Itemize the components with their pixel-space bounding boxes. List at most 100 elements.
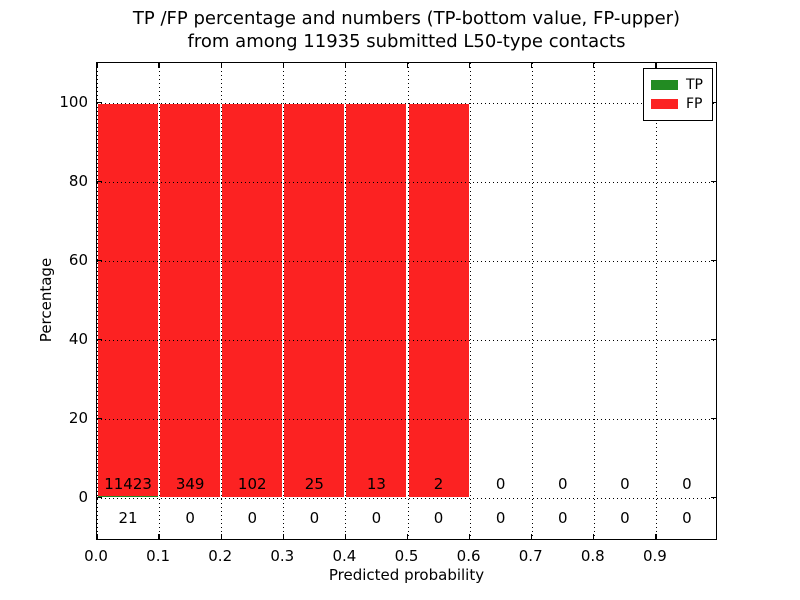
fp-count-label: 0 xyxy=(682,475,692,494)
legend: TP FP xyxy=(643,68,713,121)
bar xyxy=(221,102,284,498)
fp-count-label: 0 xyxy=(495,475,506,494)
y-tick-mark xyxy=(97,101,102,104)
tp-count-label: 0 xyxy=(309,509,320,528)
tp-color-swatch xyxy=(651,80,678,90)
gridline-vertical xyxy=(159,63,161,539)
x-tick-mark xyxy=(344,63,347,68)
fp-count-label: 25 xyxy=(304,475,324,494)
gridline-horizontal xyxy=(97,418,716,420)
gridline-horizontal xyxy=(97,102,716,104)
x-tick-mark xyxy=(158,534,160,539)
tp-count-label: 0 xyxy=(247,509,258,528)
fp-count-label: 0 xyxy=(557,475,568,494)
y-tick-mark xyxy=(711,496,716,499)
x-tick-mark xyxy=(655,63,657,68)
x-tick-mark xyxy=(96,63,98,68)
x-tick-mark xyxy=(593,534,595,539)
tp-count-label: 0 xyxy=(185,509,195,528)
y-tick-label: 0 xyxy=(78,487,88,506)
x-tick-label: 0.3 xyxy=(270,547,295,565)
x-tick-mark xyxy=(282,63,284,68)
fp-count-label: 11423 xyxy=(104,475,152,494)
legend-item-fp: FP xyxy=(651,96,703,112)
x-tick-label: 0.8 xyxy=(580,547,605,565)
gridline-vertical xyxy=(345,63,347,539)
grid-layer xyxy=(97,63,716,539)
gridline-vertical xyxy=(655,63,657,539)
gridline-horizontal xyxy=(97,181,716,183)
gridline-vertical xyxy=(469,63,471,539)
x-tick-mark xyxy=(220,534,222,539)
gridline-vertical xyxy=(283,63,285,539)
y-tick-label: 100 xyxy=(59,92,88,111)
plot-area: 11423 21 349 0 102 0 25 0 13 0 2 0 0 0 0 0 0 0 0 0 TP FP xyxy=(96,62,717,540)
fp-count-label: 13 xyxy=(366,475,386,494)
y-tick-label: 60 xyxy=(68,250,88,269)
y-tick-mark xyxy=(711,417,716,420)
gridline-vertical xyxy=(221,63,223,539)
x-tick-label: 0.7 xyxy=(518,547,543,565)
gridline-vertical xyxy=(531,63,533,539)
y-tick-label: 80 xyxy=(68,171,88,190)
x-axis-label: Predicted probability xyxy=(328,566,485,584)
x-tick-label: 0.5 xyxy=(394,547,419,565)
tp-count-label: 0 xyxy=(557,509,568,528)
bar-tp-segment xyxy=(98,495,159,497)
x-tick-label: 0.6 xyxy=(456,547,481,565)
x-tick-mark xyxy=(158,63,160,68)
tp-count-label: 0 xyxy=(620,509,630,528)
tp-count-label: 0 xyxy=(433,509,444,528)
annotations-layer: 11423 21 349 0 102 0 25 0 13 0 2 0 0 0 0 0 0 0 0 0 xyxy=(97,63,716,539)
gridline-horizontal xyxy=(97,339,716,341)
x-tick-mark xyxy=(406,63,409,68)
bar xyxy=(159,102,222,498)
gridline-horizontal xyxy=(97,260,716,262)
chart-title-line2: from among 11935 submitted L50-type cont… xyxy=(187,31,626,52)
x-tick-label: 0.4 xyxy=(332,547,357,565)
chart-title-line1: TP /FP percentage and numbers (TP-bottom… xyxy=(132,8,681,29)
tp-count-label: 0 xyxy=(371,509,382,528)
x-tick-label: 0.1 xyxy=(146,547,171,565)
x-tick-mark xyxy=(344,534,347,539)
fp-count-label: 349 xyxy=(175,475,205,494)
y-tick-label: 40 xyxy=(68,329,88,348)
x-tick-label: 0.2 xyxy=(208,547,233,565)
y-tick-mark xyxy=(97,259,102,262)
gridline-vertical xyxy=(97,63,98,539)
y-tick-mark xyxy=(711,180,716,183)
y-tick-mark xyxy=(97,338,102,341)
y-tick-mark xyxy=(97,496,102,499)
tp-count-label: 0 xyxy=(682,509,692,528)
x-tick-mark xyxy=(406,534,409,539)
x-tick-mark xyxy=(220,63,222,68)
x-tick-label: 0.0 xyxy=(84,547,108,565)
y-tick-label: 20 xyxy=(68,408,88,427)
y-tick-mark xyxy=(711,259,716,262)
x-tick-mark xyxy=(531,534,533,539)
chart-title: TP /FP percentage and numbers (TP-bottom… xyxy=(96,7,717,53)
gridline-vertical xyxy=(407,63,409,539)
tp-count-label: 0 xyxy=(495,509,506,528)
fp-color-swatch xyxy=(651,99,678,109)
legend-label-tp: TP xyxy=(686,77,703,93)
x-tick-mark xyxy=(282,534,284,539)
y-tick-mark xyxy=(97,417,102,420)
bars-layer xyxy=(97,63,716,539)
gridline-vertical xyxy=(593,63,595,539)
y-tick-mark xyxy=(711,338,716,341)
x-tick-mark xyxy=(655,534,657,539)
ticks-layer xyxy=(96,63,716,539)
fp-count-label: 2 xyxy=(433,475,444,494)
legend-label-fp: FP xyxy=(686,96,703,112)
gridline-horizontal xyxy=(97,497,716,499)
y-tick-mark xyxy=(97,180,102,183)
legend-item-tp: TP xyxy=(651,77,703,93)
fp-count-label: 0 xyxy=(620,475,630,494)
x-tick-label: 0.9 xyxy=(642,547,667,565)
fp-count-label: 102 xyxy=(237,475,267,494)
x-tick-mark xyxy=(468,534,471,539)
x-tick-mark xyxy=(593,63,595,68)
x-tick-mark xyxy=(468,63,471,68)
